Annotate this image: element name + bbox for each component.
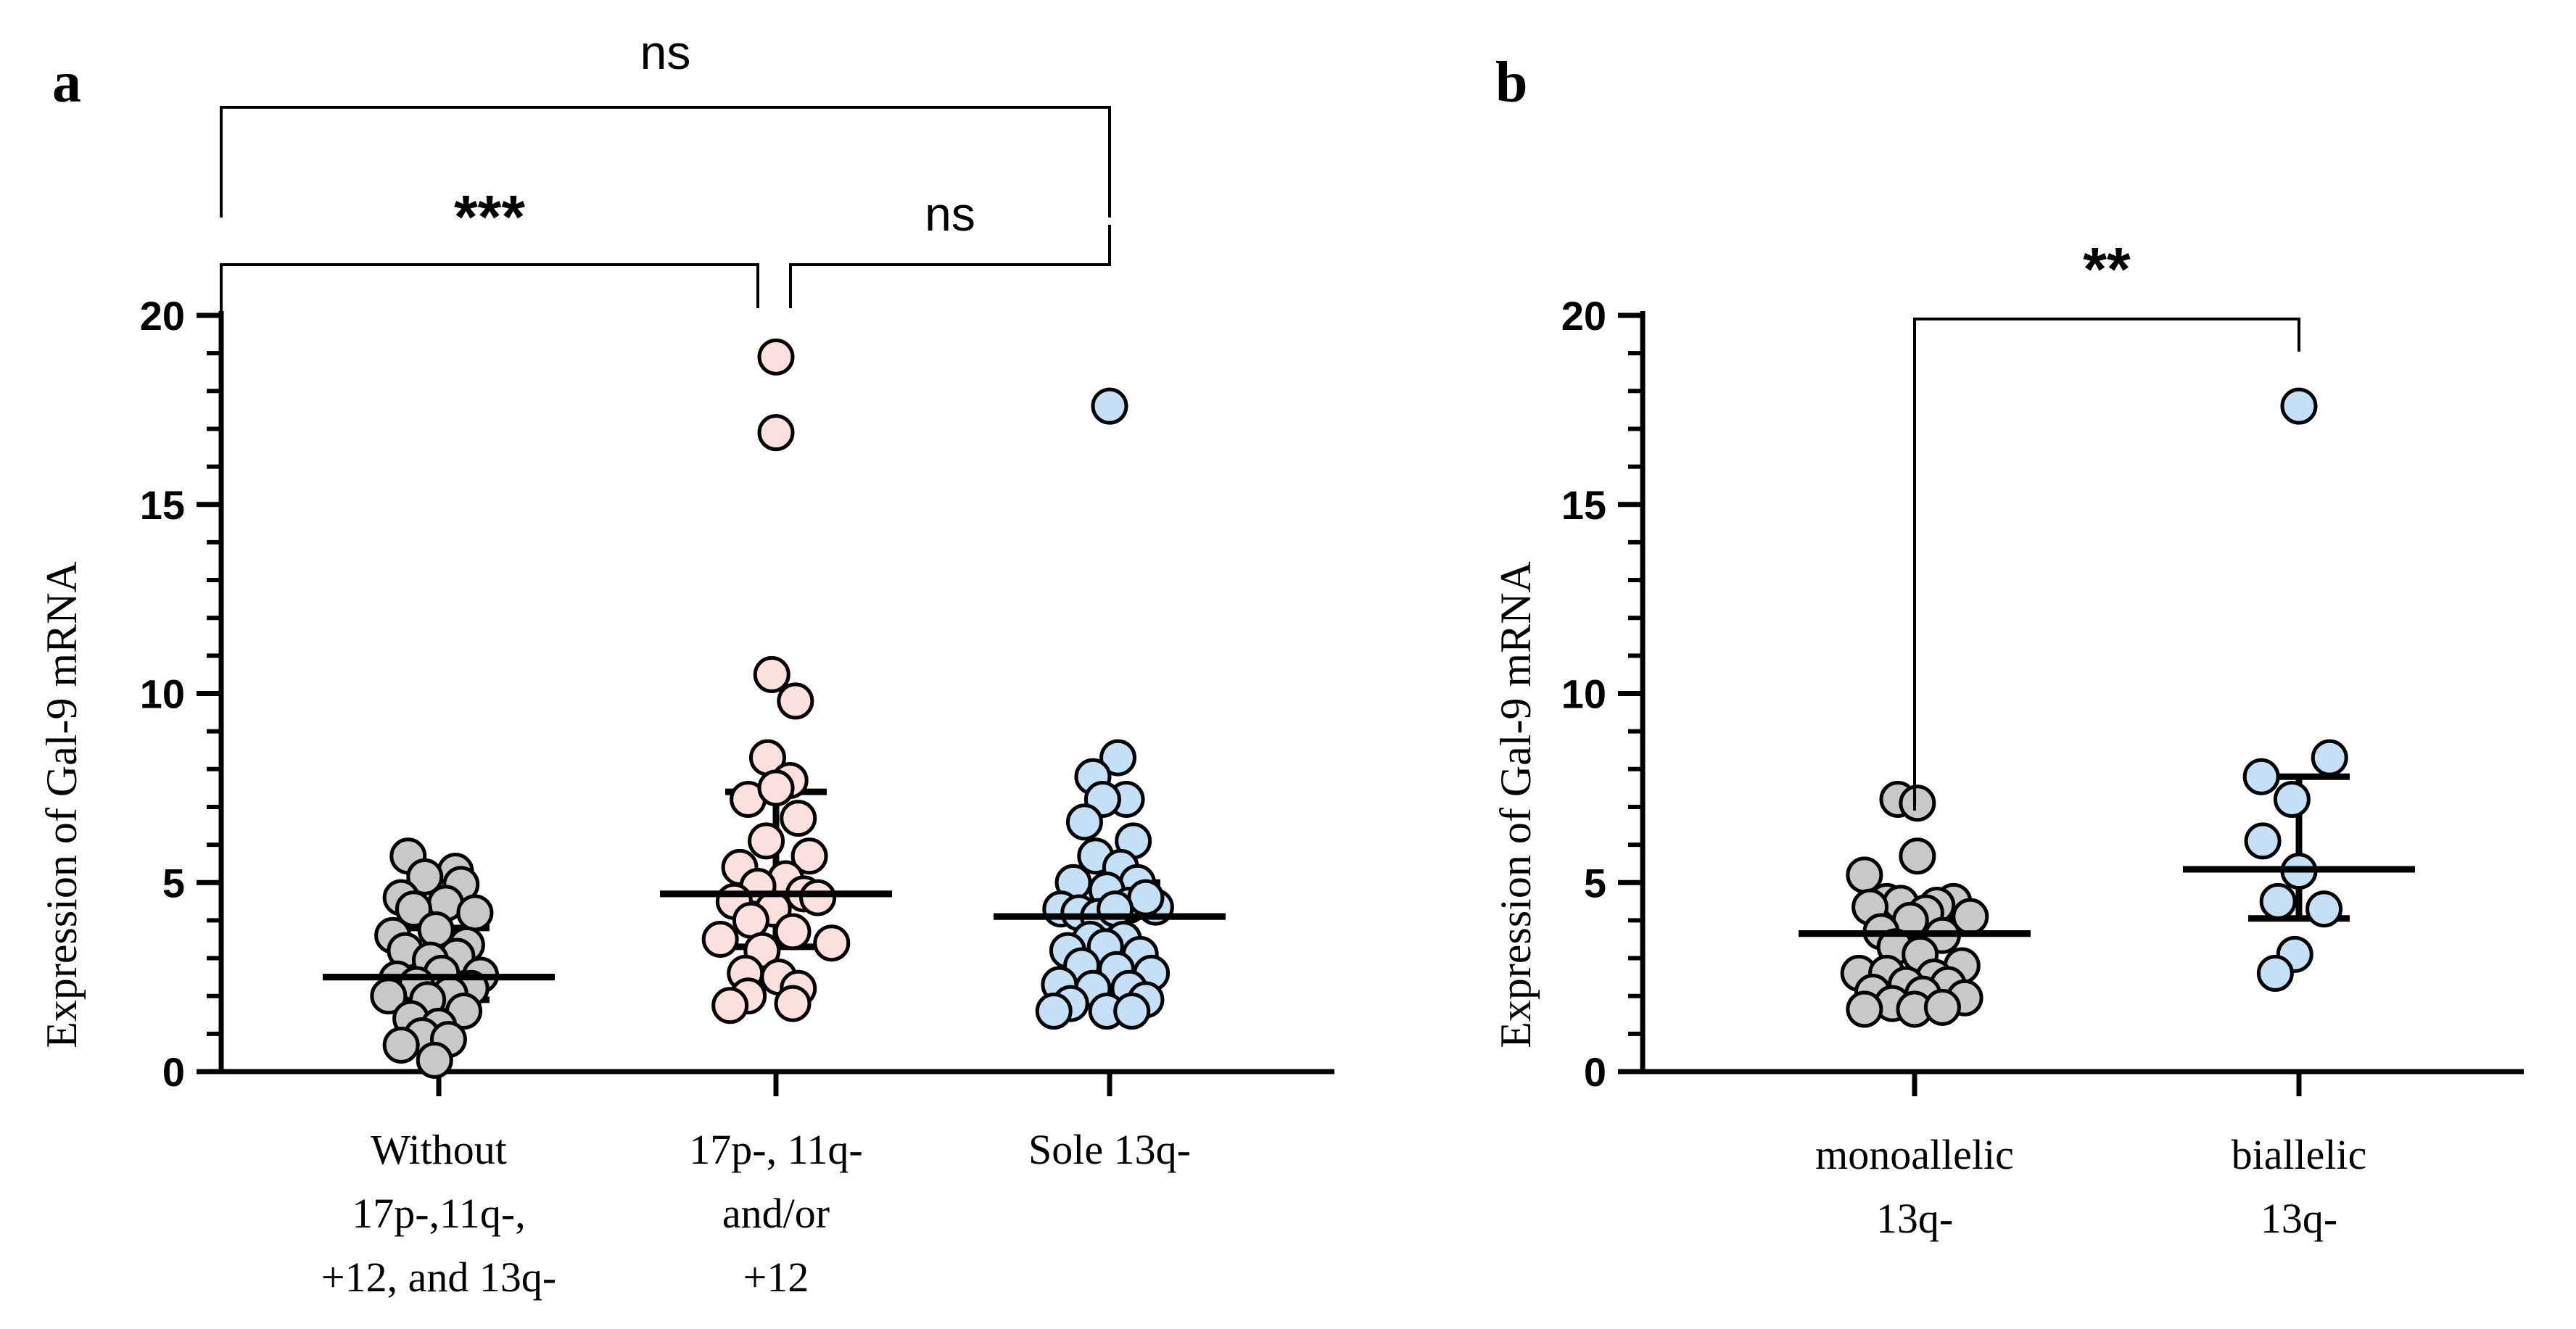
data-point: [732, 901, 769, 939]
data-point: [711, 987, 749, 1024]
data-point: [2242, 758, 2280, 795]
data-point: [1099, 739, 1137, 777]
panel-b-letter: b: [1495, 51, 1528, 115]
data-point: [1035, 993, 1073, 1030]
category-label: +12: [743, 1254, 809, 1301]
data-point: [757, 414, 795, 452]
data-point: [456, 894, 494, 932]
category-label: Without: [371, 1126, 507, 1173]
panel-a-letter: a: [52, 51, 81, 115]
data-point: [1097, 890, 1134, 928]
significance-label: ***: [454, 183, 525, 251]
data-point: [1899, 837, 1936, 875]
panel-b-data-points: [1799, 387, 2415, 1028]
panel-a: a Expression of Gal-9 mRNA 0 5 10 15 20 ns **…: [38, 25, 1334, 1301]
panel-b-y-axis-label: Expression of Gal-9 mRNA: [1492, 561, 1540, 1048]
data-point: [1091, 387, 1128, 425]
panel-a-significance-brackets: ns *** ns: [220, 25, 1111, 812]
significance-bracket: [789, 225, 1111, 308]
y-tick-label: 20: [1561, 293, 1606, 339]
data-point: [753, 655, 790, 693]
data-point: [790, 837, 828, 875]
category-label: and/or: [722, 1190, 830, 1237]
data-point: [382, 1026, 420, 1064]
y-tick-label: 5: [1584, 860, 1606, 906]
panel-a-axes: 0 5 10 15 20: [140, 293, 1334, 1096]
category-label: 13q-: [2261, 1195, 2337, 1242]
category-label: 13q-: [1876, 1195, 1953, 1242]
significance-bracket: [220, 106, 1111, 218]
category-label: biallelic: [2232, 1131, 2367, 1178]
data-point: [799, 879, 837, 916]
panel-a-category-labels: Without 17p-,11q-, +12, and 13q- 17p-, 11q-…: [321, 1126, 1191, 1301]
data-point: [2259, 882, 2297, 920]
data-point: [1113, 993, 1151, 1030]
data-point: [780, 800, 817, 837]
data-point: [2256, 954, 2294, 992]
y-tick-label: 0: [1584, 1049, 1606, 1095]
data-point: [813, 924, 851, 962]
data-point: [777, 682, 814, 720]
y-tick-label: 15: [1561, 482, 1606, 528]
y-tick-label: 10: [140, 671, 185, 717]
data-point: [1923, 988, 1961, 1026]
panel-b: b Expression of Gal-9 mRNA 0 5 10 15 20 ** m…: [1492, 51, 2524, 1242]
category-label: 17p-, 11q-: [689, 1126, 862, 1173]
significance-label: **: [2083, 235, 2131, 303]
data-point: [701, 920, 739, 958]
y-tick-label: 5: [162, 860, 185, 906]
data-point: [1127, 879, 1165, 916]
data-point: [2280, 387, 2318, 425]
data-point: [757, 769, 795, 807]
data-point: [748, 822, 785, 860]
panel-a-y-axis-label: Expression of Gal-9 mRNA: [38, 561, 86, 1048]
panel-b-axes: 0 5 10 15 20: [1561, 293, 2524, 1096]
category-label: 17p-,11q-,: [352, 1190, 525, 1237]
data-point: [757, 338, 795, 376]
data-point: [774, 913, 812, 951]
data-point: [1065, 803, 1103, 841]
y-tick-label: 10: [1561, 671, 1606, 717]
data-point: [2273, 781, 2311, 819]
y-tick-label: 0: [162, 1049, 185, 1095]
data-point: [395, 890, 432, 928]
category-label: +12, and 13q-: [321, 1254, 556, 1301]
data-point: [1899, 784, 1936, 822]
data-point: [2311, 739, 2348, 777]
y-tick-label: 15: [140, 482, 185, 528]
data-point: [2305, 890, 2343, 928]
panel-b-significance-brackets: **: [1913, 235, 2300, 811]
data-point: [1846, 990, 1883, 1028]
panel-a-data-points: [323, 338, 1226, 1079]
significance-bracket: [220, 263, 759, 812]
panel-b-category-labels: monoallelic 13q-biallelic 13q-: [1815, 1131, 2366, 1242]
significance-label: ns: [640, 25, 691, 79]
y-tick-label: 20: [140, 293, 185, 339]
significance-bracket: [1913, 318, 2300, 811]
category-label: Sole 13q-: [1028, 1126, 1191, 1173]
data-point: [774, 985, 812, 1022]
data-point: [406, 858, 444, 895]
data-point: [2244, 822, 2282, 860]
data-point: [416, 1041, 453, 1079]
category-label: monoallelic: [1815, 1131, 2014, 1178]
significance-label: ns: [925, 187, 975, 241]
